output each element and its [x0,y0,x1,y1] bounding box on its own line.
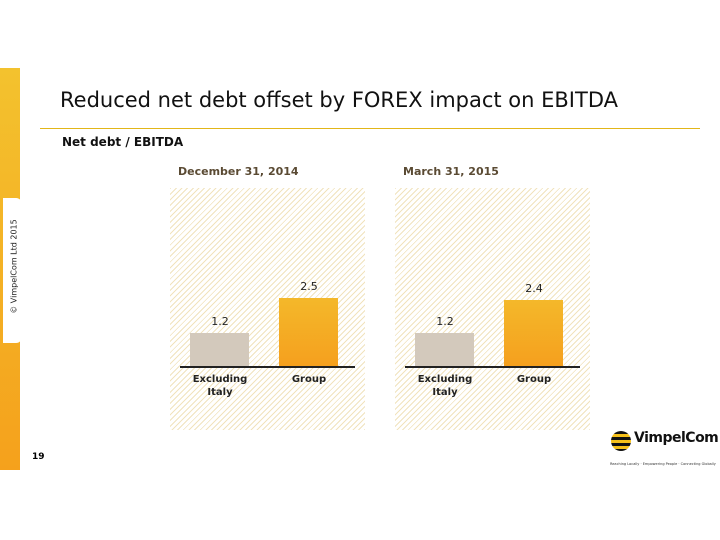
category-label: Group [516,374,552,385]
tagline: Reaching Locally · Empowering People · C… [610,462,716,466]
value-label: 1.2 [211,315,229,329]
category-label: Excluding Italy [192,374,248,398]
slide-title: Reduced net debt offset by FOREX impact … [60,88,618,112]
title-rule [40,128,700,129]
chart-title: March 31, 2015 [403,165,499,178]
category-label: Excluding Italy [417,374,473,398]
bar [415,333,474,366]
subtitle: Net debt / EBITDA [62,135,184,149]
bar [504,300,563,366]
baseline [180,366,355,368]
side-tab [3,198,22,343]
logo-icon [611,431,631,451]
logo-text: VimpelCom [634,430,719,446]
value-label: 2.4 [525,282,543,296]
value-label: 1.2 [436,315,454,329]
category-label: Group [291,374,327,385]
chart-title: December 31, 2014 [178,165,299,178]
copyright: © VimpelCom Ltd 2015 [9,219,19,314]
page-number: 19 [32,452,45,462]
bar [190,333,249,366]
value-label: 2.5 [300,279,318,293]
baseline [405,366,580,368]
bar [279,297,338,366]
